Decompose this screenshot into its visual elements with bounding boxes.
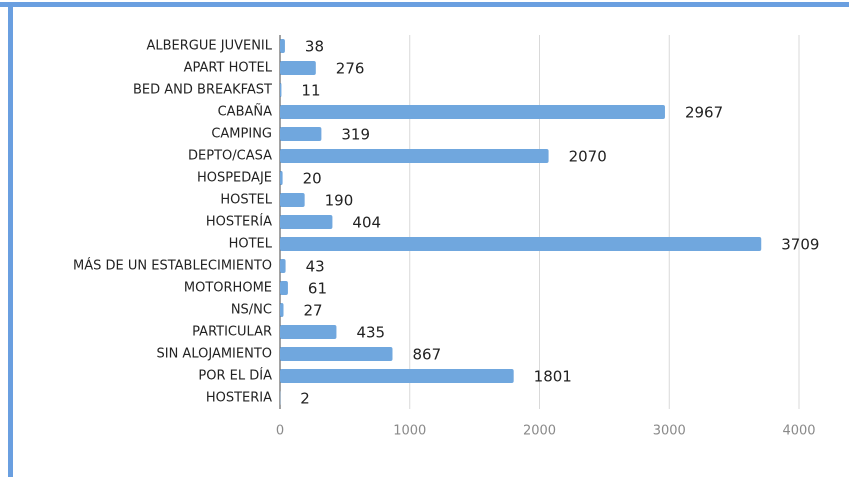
y-tick-label: PARTICULAR (192, 325, 272, 340)
bar (280, 369, 514, 383)
y-tick-label: HOSTERÍA (206, 214, 272, 230)
y-tick-label: HOSTERIA (206, 391, 272, 406)
value-label: 27 (304, 302, 323, 320)
y-tick-label: HOSTEL (220, 193, 272, 208)
value-label: 1801 (534, 368, 572, 386)
y-tick-label: POR EL DÍA (198, 368, 272, 384)
bar (280, 303, 284, 317)
y-tick-label: ALBERGUE JUVENIL (147, 39, 273, 54)
bar (280, 149, 549, 163)
bar (280, 105, 665, 119)
y-tick-label: MOTORHOME (184, 281, 272, 296)
y-tick-label: SIN ALOJAMIENTO (156, 347, 272, 362)
bar (280, 259, 286, 273)
y-tick-label: BED AND BREAKFAST (133, 83, 272, 98)
frame-top (0, 2, 849, 7)
bar (280, 83, 282, 97)
value-label: 2070 (569, 148, 607, 166)
value-label: 11 (301, 82, 320, 100)
value-label: 435 (356, 324, 385, 342)
x-tick-label: 2000 (523, 424, 556, 439)
value-label: 3709 (781, 236, 819, 254)
bar (280, 215, 333, 229)
value-label: 2967 (685, 104, 723, 122)
bar (280, 347, 393, 361)
value-label: 20 (303, 170, 322, 188)
x-tick-label: 1000 (393, 424, 426, 439)
value-label: 2 (300, 390, 310, 408)
x-tick-label: 4000 (782, 424, 815, 439)
value-label: 38 (305, 38, 324, 56)
y-tick-label: MÁS DE UN ESTABLECIMIENTO (73, 258, 272, 274)
bar (280, 171, 283, 185)
value-label: 61 (308, 280, 327, 298)
y-tick-label: CABAÑA (218, 104, 273, 120)
value-label: 404 (352, 214, 381, 232)
y-tick-label: NS/NC (231, 303, 272, 318)
y-tick-label: CAMPING (211, 127, 272, 142)
bar (280, 127, 322, 141)
value-label: 190 (325, 192, 354, 210)
bar (280, 325, 337, 339)
bar (280, 39, 285, 53)
frame-left (8, 2, 13, 477)
value-label: 867 (412, 346, 441, 364)
bar (280, 237, 762, 251)
x-tick-label: 3000 (653, 424, 686, 439)
bar (280, 193, 305, 207)
value-label: 319 (341, 126, 370, 144)
value-label: 276 (336, 60, 365, 78)
x-tick-label: 0 (276, 424, 284, 439)
y-tick-label: DEPTO/CASA (188, 149, 272, 164)
y-tick-label: APART HOTEL (184, 61, 273, 76)
bar (280, 281, 288, 295)
value-label: 43 (306, 258, 325, 276)
y-tick-label: HOTEL (229, 237, 273, 252)
y-tick-label: HOSPEDAJE (197, 171, 272, 186)
bar (280, 61, 316, 75)
